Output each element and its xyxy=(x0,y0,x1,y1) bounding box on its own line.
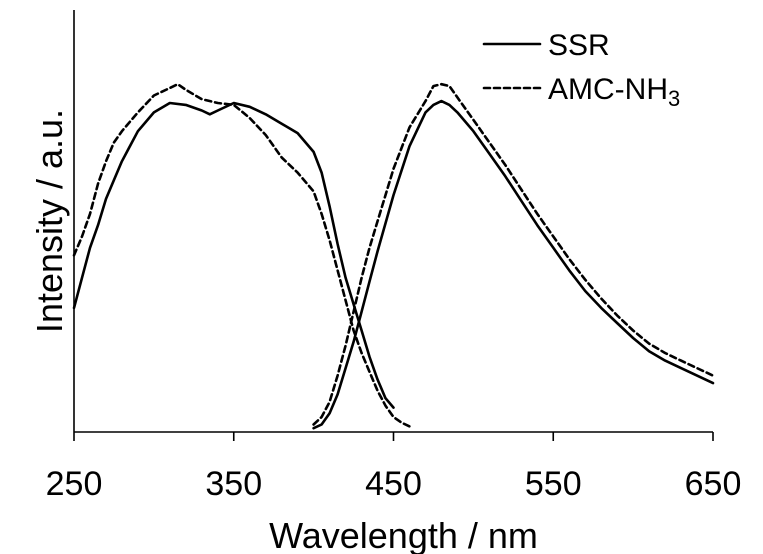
series-group xyxy=(72,82,715,430)
x-tick-label-650: 650 xyxy=(685,465,742,503)
series-ssr-excitation-line xyxy=(72,101,395,409)
x-tick-label-250: 250 xyxy=(46,465,103,503)
x-tick-label-450: 450 xyxy=(365,465,422,503)
x-axis-title: Wavelength / nm xyxy=(269,515,538,554)
legend-label-amc-nh3-main: AMC-NH xyxy=(548,73,668,106)
legend: SSR AMC-NH3 xyxy=(482,29,680,111)
series-amc-nh3-emission-line xyxy=(312,82,715,426)
series-ssr-emission-line xyxy=(312,99,715,430)
x-ticks xyxy=(73,432,714,441)
x-tick-labels: 250 350 450 550 650 xyxy=(46,465,742,503)
legend-label-amc-nh3: AMC-NH3 xyxy=(548,73,680,111)
legend-label-ssr: SSR xyxy=(548,29,610,62)
x-tick-label-550: 550 xyxy=(525,465,582,503)
y-axis-title: Intensity / a.u. xyxy=(29,109,70,333)
legend-label-amc-nh3-subscript: 3 xyxy=(668,86,680,111)
x-tick-label-350: 350 xyxy=(205,465,262,503)
series-amc-nh3-excitation-line xyxy=(72,82,411,428)
